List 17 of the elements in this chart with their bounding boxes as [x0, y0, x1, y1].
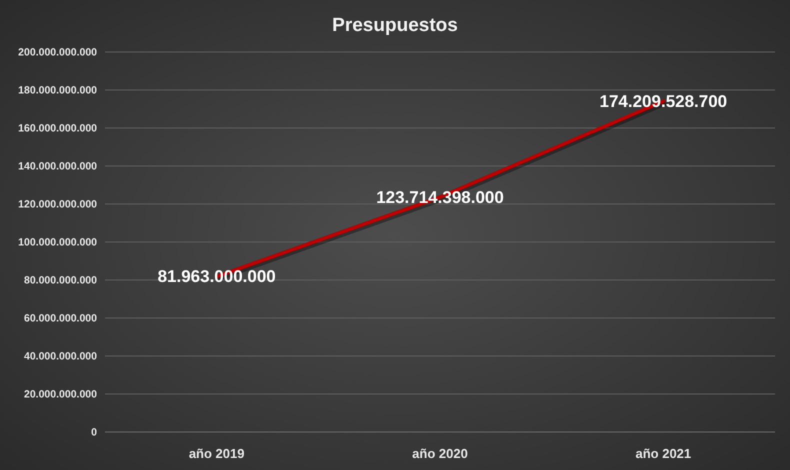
text: 81.963.000.000 [158, 267, 276, 286]
y-tick-label: 200.000.000.000 [18, 46, 98, 59]
y-tick-label: 160.000.000.000 [18, 122, 98, 135]
y-tick-label: 180.000.000.000 [18, 84, 98, 97]
text: 174.209.528.700 [600, 92, 728, 111]
y-tick-label: 60.000.000.000 [24, 312, 98, 325]
y-tick-label: 20.000.000.000 [24, 388, 98, 401]
x-tick-label: año 2019 [188, 446, 244, 461]
chart-title: Presupuestos [332, 15, 458, 36]
y-tick-label: 100.000.000.000 [18, 236, 98, 249]
y-tick-label: 80.000.000.000 [24, 274, 98, 287]
x-tick-label: año 2021 [636, 446, 692, 461]
x-tick-label: año 2020 [412, 446, 468, 461]
y-tick-label: 40.000.000.000 [24, 350, 98, 363]
y-tick-label: 0 [91, 426, 98, 439]
y-tick-label: 140.000.000.000 [18, 160, 98, 173]
y-tick-label: 120.000.000.000 [18, 198, 98, 211]
